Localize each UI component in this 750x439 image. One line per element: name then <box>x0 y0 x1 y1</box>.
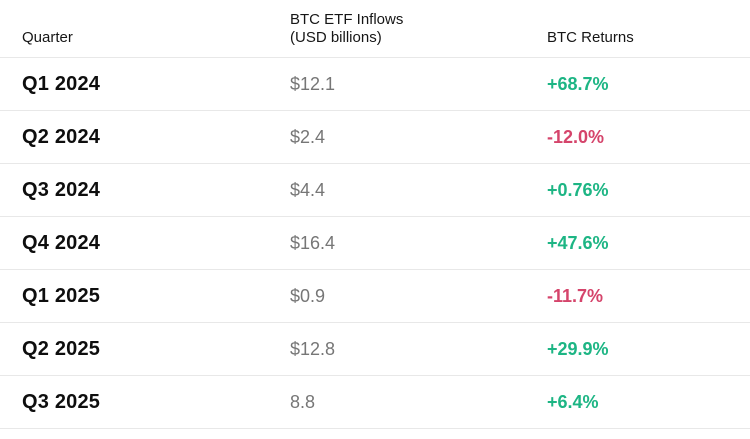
inflow-value: $0.9 <box>290 285 326 306</box>
table-header-row: Quarter BTC ETF Inflows (USD billions) B… <box>0 0 750 58</box>
inflow-value: $12.8 <box>290 338 336 359</box>
quarter-label: Q4 2024 <box>22 231 101 254</box>
btc-quarterly-table: Quarter BTC ETF Inflows (USD billions) B… <box>0 0 750 429</box>
table-row: Q3 2025 8.8 +6.4% <box>0 376 750 429</box>
return-value: +47.6% <box>547 232 609 253</box>
column-header-returns: BTC Returns <box>547 29 634 47</box>
quarter-label: Q1 2024 <box>22 72 101 95</box>
table-row: Q3 2024 $4.4 +0.76% <box>0 164 750 217</box>
return-value: -12.0% <box>547 126 605 147</box>
table-row: Q1 2024 $12.1 +68.7% <box>0 58 750 111</box>
quarter-label: Q2 2024 <box>22 125 101 148</box>
table-row: Q1 2025 $0.9 -11.7% <box>0 270 750 323</box>
quarter-label: Q2 2025 <box>22 337 101 360</box>
column-header-inflows: BTC ETF Inflows (USD billions) <box>290 10 404 47</box>
quarter-label: Q1 2025 <box>22 284 101 307</box>
return-value: +29.9% <box>547 338 609 359</box>
inflow-value: 8.8 <box>290 391 316 412</box>
return-value: +0.76% <box>547 179 609 200</box>
column-header-quarter: Quarter <box>22 29 73 47</box>
inflow-value: $16.4 <box>290 232 336 253</box>
quarter-label: Q3 2024 <box>22 178 101 201</box>
return-value: +6.4% <box>547 391 599 412</box>
inflow-value: $2.4 <box>290 126 326 147</box>
inflow-value: $4.4 <box>290 179 326 200</box>
quarter-label: Q3 2025 <box>22 390 101 413</box>
table-row: Q2 2025 $12.8 +29.9% <box>0 323 750 376</box>
inflow-value: $12.1 <box>290 73 336 94</box>
table-row: Q2 2024 $2.4 -12.0% <box>0 111 750 164</box>
return-value: -11.7% <box>547 285 604 306</box>
return-value: +68.7% <box>547 73 609 94</box>
table-row: Q4 2024 $16.4 +47.6% <box>0 217 750 270</box>
